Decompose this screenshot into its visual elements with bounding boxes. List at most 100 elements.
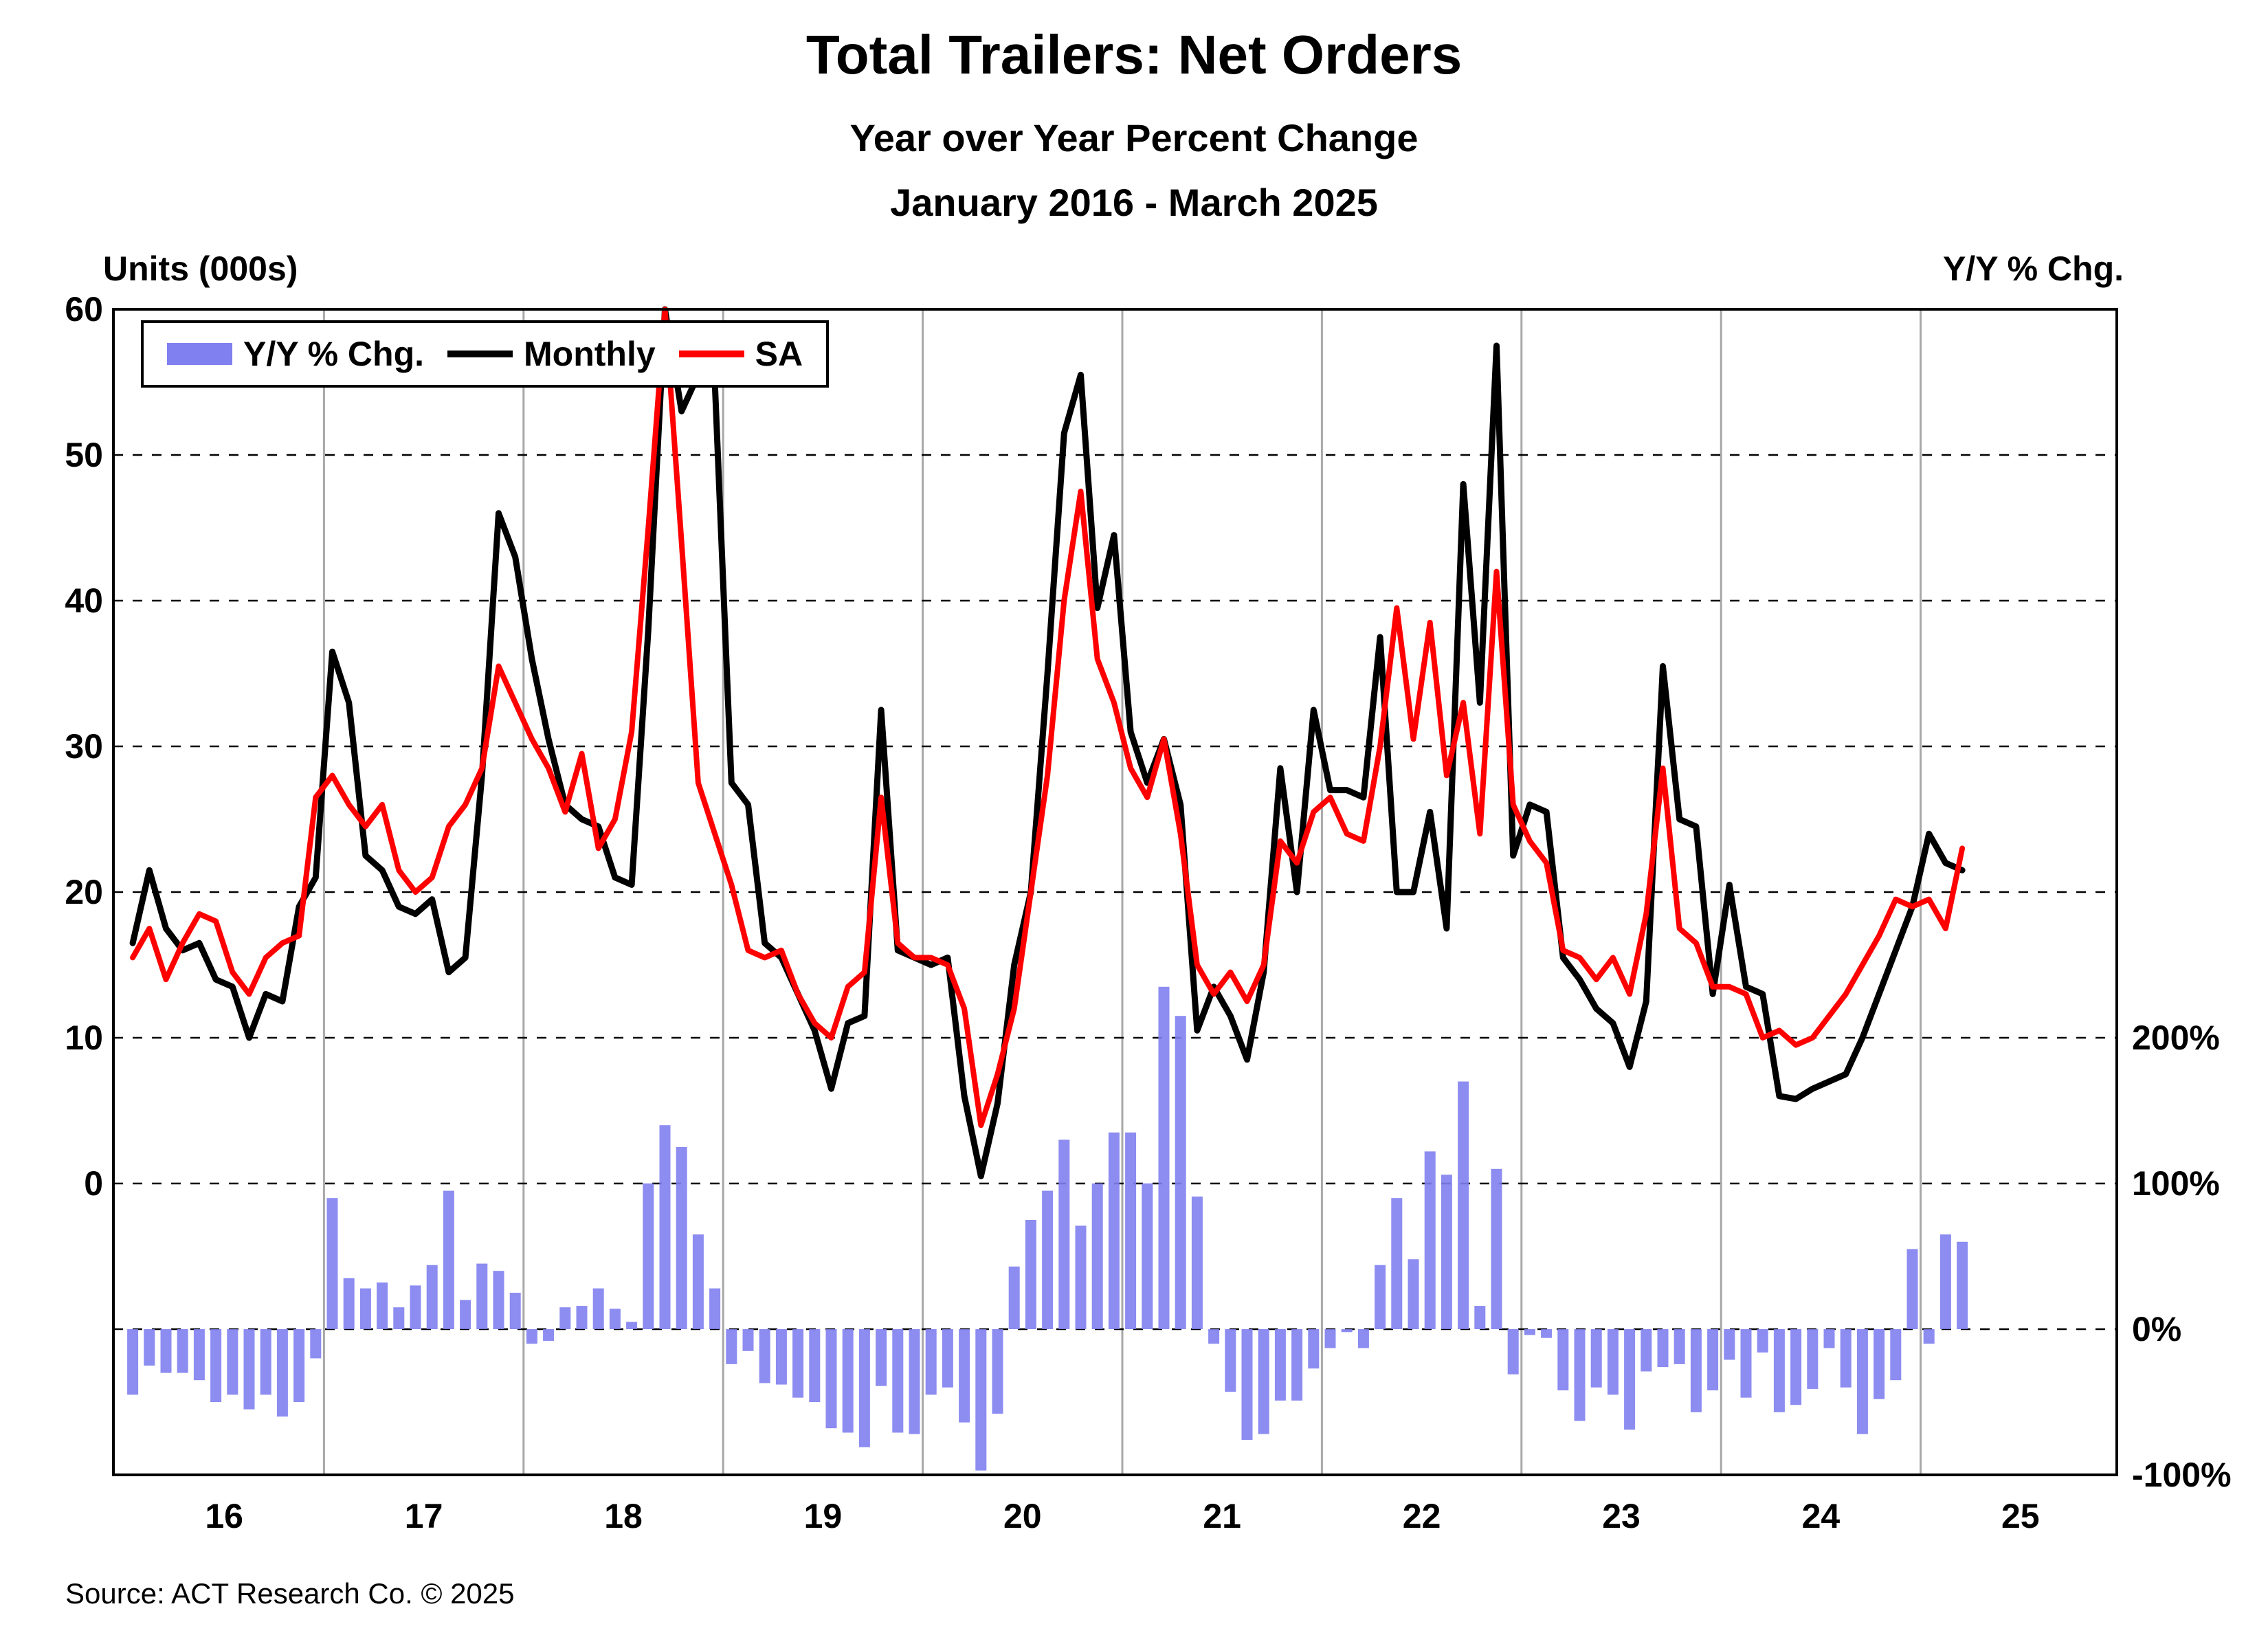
yoy-bar <box>210 1329 222 1402</box>
yoy-bar <box>493 1271 504 1329</box>
yoy-bar <box>526 1329 537 1344</box>
yoy-bar <box>1175 1016 1186 1329</box>
yoy-bar <box>443 1190 454 1329</box>
yoy-bar <box>1491 1168 1502 1329</box>
sa-line <box>130 307 1966 1128</box>
yoy-bar <box>1458 1081 1469 1329</box>
yoy-bar <box>1441 1175 1452 1329</box>
yoy-bar <box>1324 1329 1336 1348</box>
chart-date-range: January 2016 - March 2025 <box>890 181 1378 224</box>
yoy-bar <box>643 1183 654 1329</box>
yoy-bar <box>359 1288 371 1329</box>
yoy-bar <box>1291 1329 1303 1401</box>
yoy-bar <box>509 1293 521 1329</box>
yoy-bar <box>1424 1151 1436 1329</box>
x-axis-tick-label: 19 <box>803 1497 843 1535</box>
legend-item-yoy: Y/Y % Chg. <box>167 334 424 374</box>
yoy-bar <box>825 1329 837 1429</box>
yoy-bar <box>775 1329 787 1385</box>
yoy-bar <box>243 1329 255 1410</box>
yoy-bar <box>1142 1183 1153 1329</box>
yoy-bar <box>1058 1139 1070 1329</box>
yoy-bar <box>1042 1190 1054 1329</box>
legend: Y/Y % Chg. Monthly SA <box>141 320 830 388</box>
x-axis-tick-label: 20 <box>1003 1497 1042 1535</box>
yoy-bar <box>1408 1259 1419 1329</box>
yoy-bar <box>742 1329 754 1351</box>
monthly-line-swatch-icon <box>447 351 513 357</box>
yoy-bar <box>1524 1329 1535 1335</box>
legend-item-monthly: Monthly <box>447 334 656 374</box>
yoy-bar <box>1939 1234 1951 1329</box>
yoy-bar <box>1773 1329 1785 1412</box>
yoy-bar <box>144 1329 155 1366</box>
yoy-bar <box>975 1329 987 1471</box>
yoy-bar <box>1874 1329 1885 1399</box>
yoy-bar <box>592 1288 604 1329</box>
left-axis-tick-label: 20 <box>65 873 103 911</box>
right-axis-tick-label: 200% <box>2132 1019 2220 1057</box>
yoy-bar <box>942 1329 953 1388</box>
yoy-bar <box>576 1306 588 1329</box>
yoy-bar <box>343 1278 355 1329</box>
x-axis-tick-label: 17 <box>404 1497 443 1535</box>
yoy-bar <box>543 1329 555 1341</box>
left-axis-title: Units (000s) <box>103 249 298 288</box>
x-axis-tick-label: 25 <box>2001 1497 2040 1535</box>
left-axis-tick-label: 10 <box>65 1019 103 1057</box>
yoy-bar <box>909 1329 920 1434</box>
yoy-bar <box>326 1198 338 1329</box>
x-axis-tick-label: 24 <box>1801 1497 1841 1535</box>
yoy-bar <box>460 1300 471 1329</box>
yoy-bar <box>759 1329 770 1383</box>
yoy-bar <box>709 1288 721 1329</box>
yoy-bar <box>160 1329 172 1373</box>
right-axis-tick-label: -100% <box>2132 1456 2232 1494</box>
yoy-bar-swatch-icon <box>167 343 232 365</box>
yoy-bar <box>659 1125 671 1329</box>
yoy-bar <box>1008 1266 1020 1329</box>
yoy-bar <box>1790 1329 1802 1405</box>
yoy-bar <box>842 1329 854 1433</box>
sa-line-swatch-icon <box>678 351 744 357</box>
yoy-bar <box>925 1329 937 1395</box>
yoy-bar <box>310 1329 322 1359</box>
yoy-bar <box>426 1265 438 1329</box>
yoy-bar <box>676 1147 687 1329</box>
yoy-bar <box>1108 1132 1120 1329</box>
x-axis-tick-label: 18 <box>604 1497 643 1535</box>
yoy-bar <box>193 1329 205 1381</box>
yoy-bar <box>809 1329 821 1402</box>
legend-label-yoy: Y/Y % Chg. <box>243 335 425 373</box>
legend-item-sa: SA <box>678 334 803 374</box>
yoy-bar <box>227 1329 238 1395</box>
x-axis-tick-label: 22 <box>1402 1497 1441 1535</box>
yoy-bar <box>858 1329 870 1447</box>
yoy-bar <box>276 1329 288 1417</box>
yoy-bar <box>1075 1225 1087 1329</box>
yoy-bar <box>1574 1329 1586 1421</box>
yoy-bar <box>1241 1329 1253 1441</box>
yoy-bar <box>1923 1329 1935 1344</box>
right-axis-title: Y/Y % Chg. <box>1942 249 2124 288</box>
yoy-bar <box>1840 1329 1852 1388</box>
yoy-bar <box>1091 1183 1103 1329</box>
yoy-bar <box>1225 1329 1236 1392</box>
yoy-bar <box>1341 1329 1353 1333</box>
x-axis-tick-label: 23 <box>1602 1497 1641 1535</box>
yoy-bar <box>177 1329 188 1373</box>
yoy-bar <box>609 1309 621 1329</box>
yoy-bar <box>892 1329 904 1433</box>
yoy-bar <box>1158 986 1170 1329</box>
yoy-bar <box>1674 1329 1685 1364</box>
yoy-bar <box>1707 1329 1719 1391</box>
yoy-bar <box>626 1322 638 1329</box>
yoy-bar <box>293 1329 305 1402</box>
yoy-bar <box>1823 1329 1835 1348</box>
yoy-bar <box>1541 1329 1553 1338</box>
yoy-bar <box>726 1329 737 1364</box>
yoy-bar <box>1607 1329 1619 1395</box>
yoy-bar <box>792 1329 804 1398</box>
yoy-bar <box>1258 1329 1269 1434</box>
